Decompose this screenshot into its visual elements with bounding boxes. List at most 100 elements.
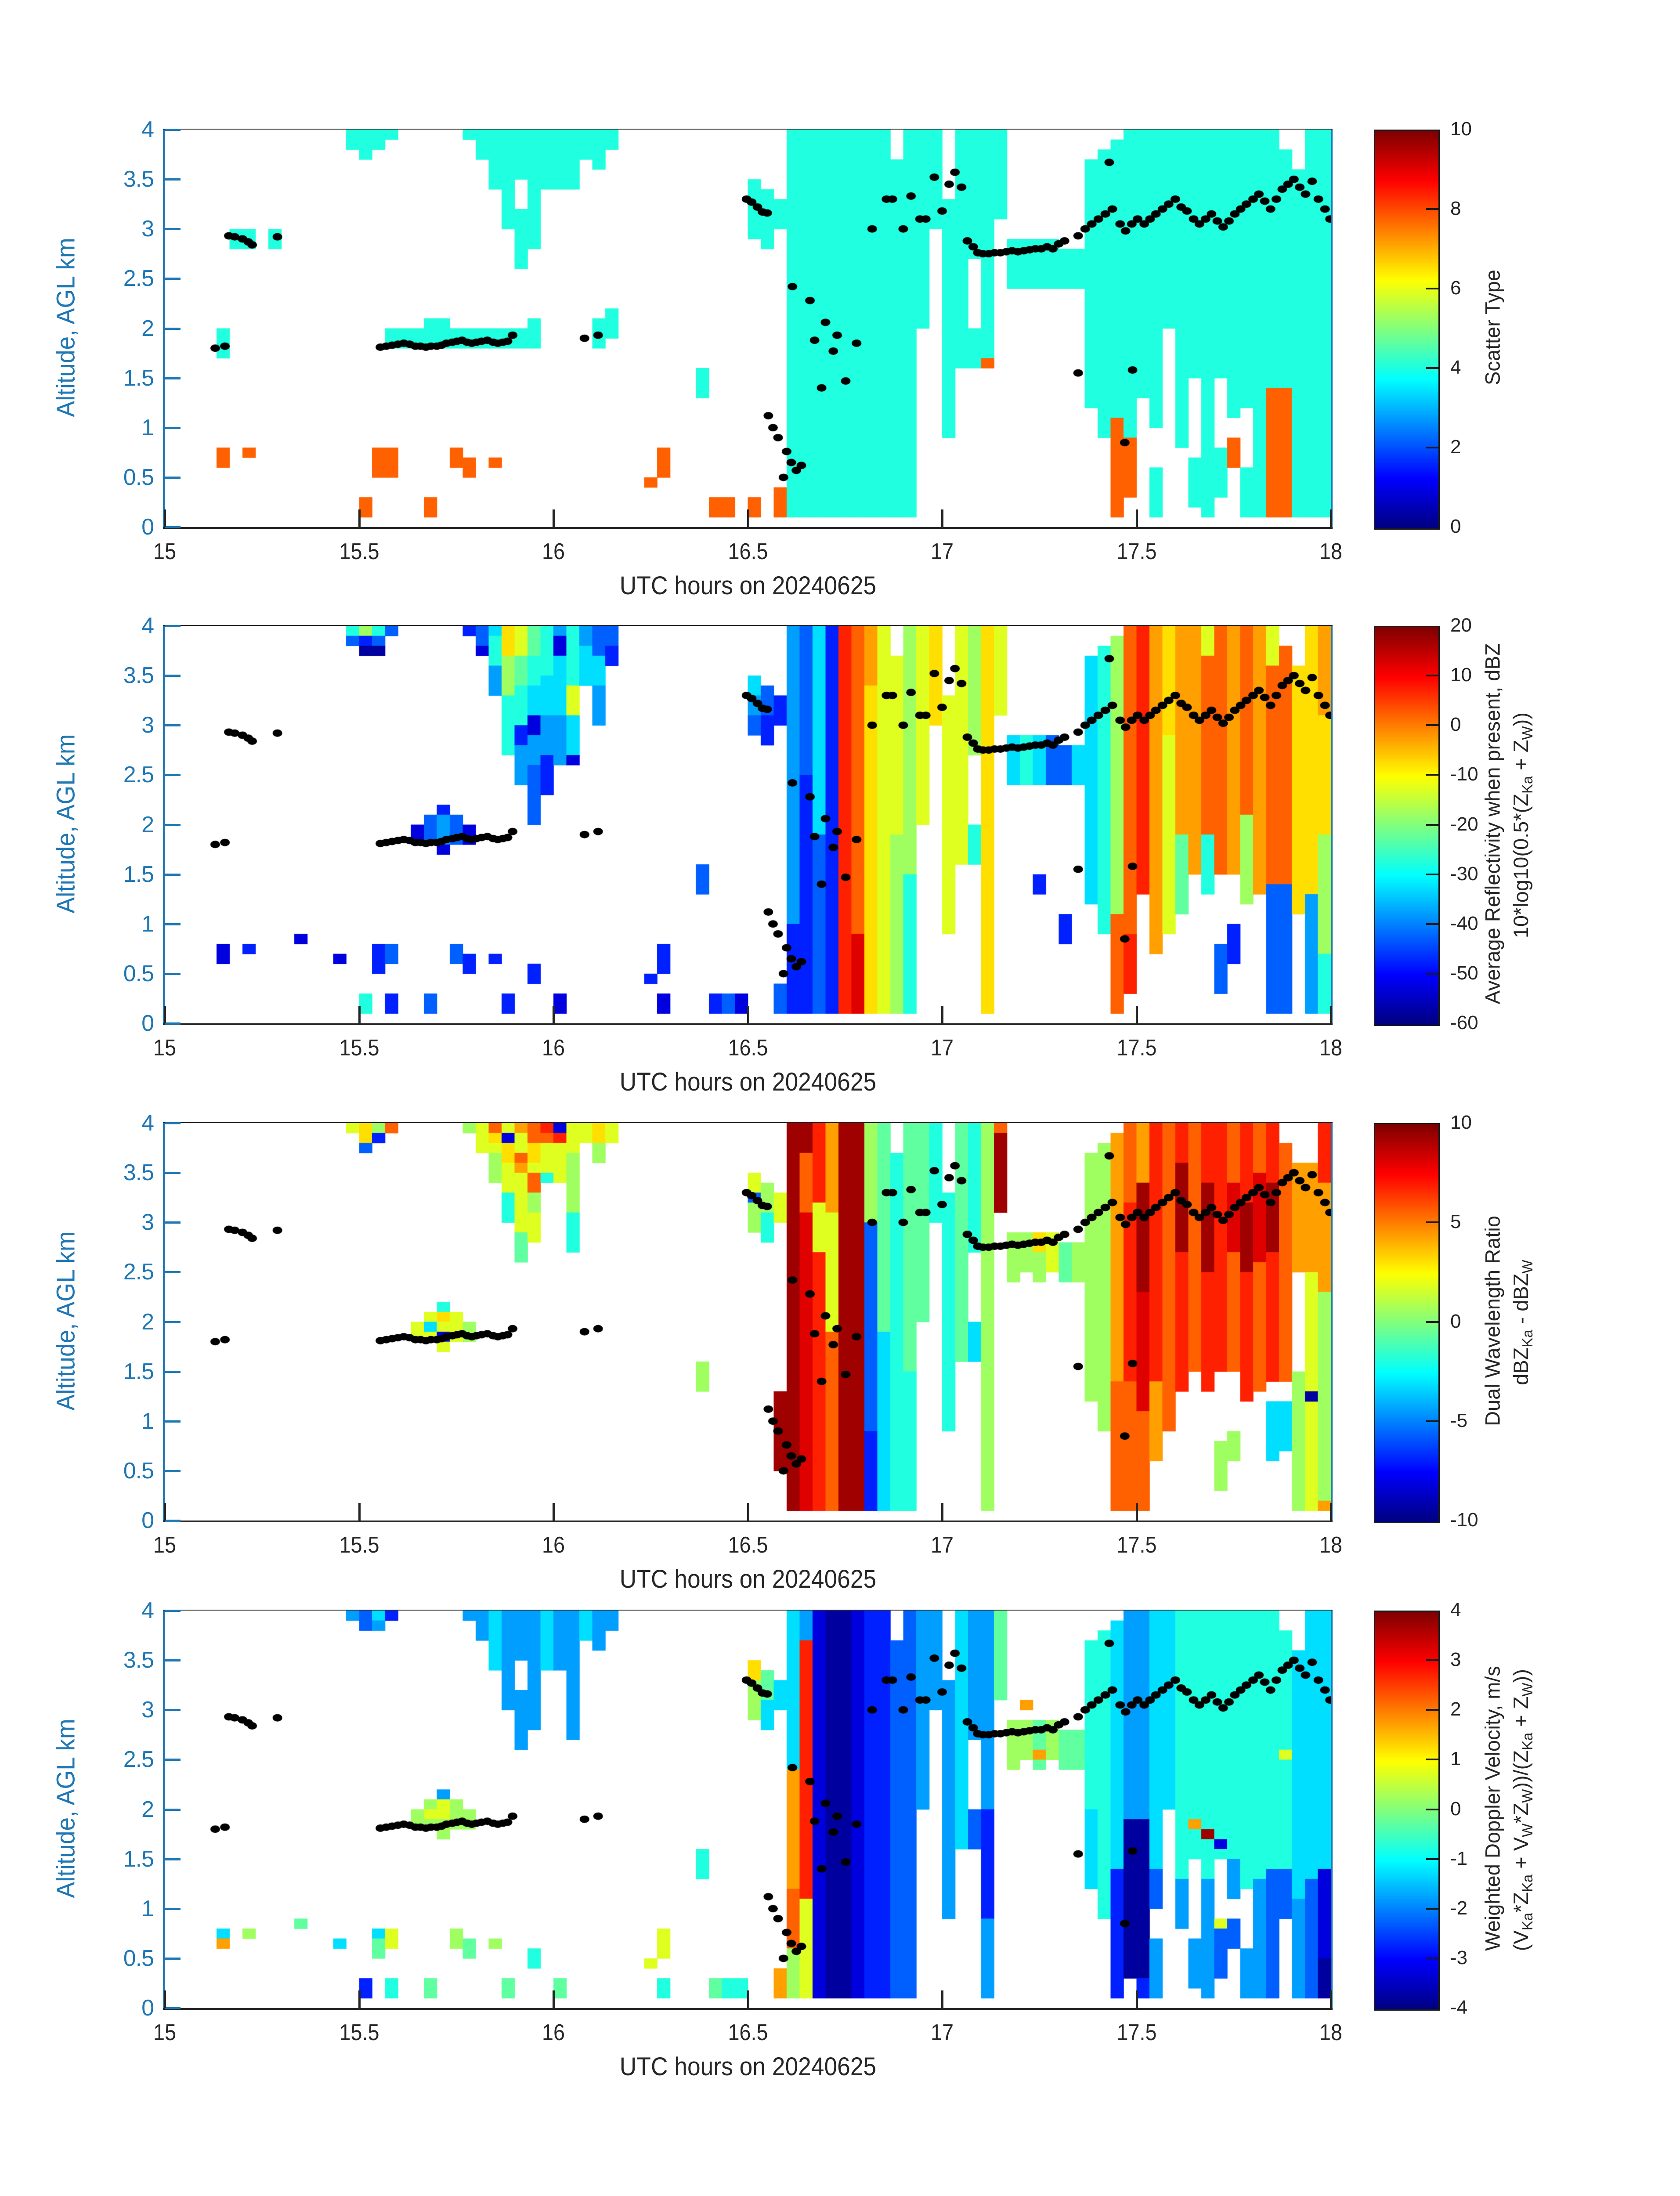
x-tick-mark	[1135, 1990, 1138, 2008]
colorbar	[1374, 130, 1440, 530]
colorbar-tick-mark	[1426, 1420, 1438, 1422]
x-axis-label: UTC hours on 20240625	[619, 1068, 876, 1096]
colorbar-gradient	[1375, 1124, 1438, 1522]
y-tick-label: 2.5	[123, 266, 154, 292]
x-tick-mark	[358, 1006, 361, 1023]
colorbar-tick-label: 5	[1450, 1211, 1461, 1233]
colorbar-tick-mark	[1426, 1907, 1438, 1910]
y-tick-mark	[165, 1271, 181, 1274]
x-tick-mark	[1135, 1006, 1138, 1023]
y-tick-label: 3.5	[123, 1160, 154, 1186]
y-tick-mark	[165, 1470, 181, 1472]
y-tick-mark	[165, 228, 181, 231]
y-tick-mark	[165, 824, 181, 826]
y-tick-label: 1.5	[123, 1846, 154, 1872]
x-tick-label: 17.5	[1116, 1035, 1157, 1061]
y-tick-label: 0.5	[123, 1945, 154, 1971]
colorbar-tick-mark	[1426, 1659, 1438, 1661]
colorbar-tick-label: 3	[1450, 1649, 1461, 1671]
y-tick-mark	[165, 1172, 181, 1174]
colorbar	[1374, 1123, 1440, 1523]
y-axis-label: Altitude, AGL km	[51, 733, 80, 914]
colorbar-tick-label: -40	[1450, 912, 1478, 934]
colorbar-tick-label: -4	[1450, 1997, 1468, 2018]
colorbar-tick-label: -30	[1450, 863, 1478, 885]
x-axis-label: UTC hours on 20240625	[619, 571, 876, 600]
top-spine	[163, 1122, 1333, 1123]
y-tick-label: 0	[141, 1508, 154, 1533]
x-tick-mark	[164, 1503, 166, 1521]
y-tick-label: 1	[141, 1408, 154, 1434]
bottom-spine	[163, 1521, 1333, 1522]
x-tick-mark	[1330, 1006, 1332, 1023]
x-tick-mark	[164, 1990, 166, 2008]
x-tick-label: 16.5	[727, 1035, 768, 1061]
x-tick-label: 16	[542, 1035, 565, 1061]
right-spine	[1331, 626, 1333, 1023]
x-tick-mark	[553, 509, 555, 527]
right-spine	[1331, 130, 1333, 527]
y-tick-mark	[165, 278, 181, 280]
y-tick-mark	[165, 1520, 181, 1522]
y-tick-label: 2	[141, 315, 154, 341]
top-spine	[163, 129, 1333, 130]
y-tick-mark	[165, 129, 181, 131]
x-tick-mark	[941, 1503, 943, 1521]
y-tick-mark	[165, 724, 181, 727]
y-tick-label: 3	[141, 1697, 154, 1723]
bottom-spine	[163, 1023, 1333, 1025]
y-tick-label: 1.5	[123, 1358, 154, 1384]
colorbar	[1374, 626, 1440, 1026]
plot-area	[165, 130, 1331, 527]
left-spine	[163, 626, 165, 1023]
y-tick-mark	[165, 1022, 181, 1025]
x-tick-label: 16	[542, 1532, 565, 1558]
x-tick-mark	[164, 509, 166, 527]
y-tick-mark	[165, 675, 181, 677]
y-tick-label: 2	[141, 1796, 154, 1822]
colorbar	[1374, 1611, 1440, 2011]
colorbar-tick-mark	[1426, 447, 1438, 448]
y-tick-label: 2	[141, 1309, 154, 1335]
y-tick-label: 4	[141, 1110, 154, 1136]
heatmap-canvas	[165, 1123, 1331, 1521]
x-tick-label: 18	[1319, 2020, 1343, 2045]
x-tick-label: 18	[1319, 1035, 1343, 1061]
x-tick-label: 17.5	[1116, 539, 1157, 564]
y-tick-mark	[165, 1221, 181, 1224]
y-axis-label: Altitude, AGL km	[51, 1231, 80, 1411]
colorbar-tick-mark	[1426, 208, 1438, 210]
x-tick-label: 16	[542, 2020, 565, 2045]
colorbar-tick-label: -50	[1450, 962, 1478, 984]
colorbar-tick-mark	[1426, 1709, 1438, 1711]
colorbar-tick-label: -20	[1450, 813, 1478, 835]
y-tick-mark	[165, 1957, 181, 1960]
x-tick-label: 15.5	[339, 1532, 379, 1558]
colorbar-tick-mark	[1426, 1808, 1438, 1810]
heatmap-canvas	[165, 626, 1331, 1023]
panel-scatter-type: Altitude, AGL km UTC hours on 20240625 S…	[0, 117, 1680, 600]
x-tick-label: 16.5	[727, 539, 768, 564]
colorbar-tick-label: 0	[1450, 1798, 1461, 1820]
y-tick-label: 2	[141, 812, 154, 838]
x-tick-label: 15.5	[339, 2020, 379, 2045]
colorbar-tick-label: 1	[1450, 1748, 1461, 1770]
x-tick-mark	[1330, 1990, 1332, 2008]
x-tick-mark	[164, 1006, 166, 1023]
plot-area	[165, 1123, 1331, 1521]
left-spine	[163, 130, 165, 527]
colorbar-tick-label: 20	[1450, 614, 1472, 636]
heatmap-canvas	[165, 1611, 1331, 2008]
y-tick-mark	[165, 873, 181, 876]
y-tick-mark	[165, 1709, 181, 1712]
colorbar-tick-label: -60	[1450, 1012, 1478, 1033]
x-tick-mark	[553, 1503, 555, 1521]
x-tick-mark	[358, 1503, 361, 1521]
top-spine	[163, 625, 1333, 626]
y-tick-mark	[165, 1759, 181, 1761]
colorbar-tick-mark	[1426, 824, 1438, 826]
y-tick-mark	[165, 1420, 181, 1423]
x-tick-mark	[1330, 1503, 1332, 1521]
y-tick-mark	[165, 1321, 181, 1323]
y-tick-label: 1.5	[123, 365, 154, 391]
